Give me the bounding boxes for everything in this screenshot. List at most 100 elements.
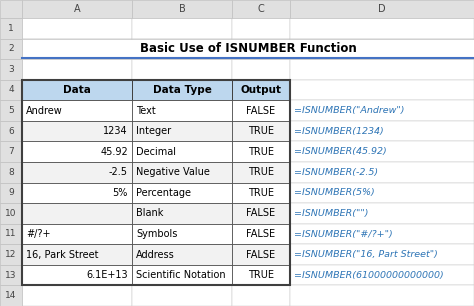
Bar [232,224,290,244]
Text: Negative Value: Negative Value [136,167,210,177]
Bar [290,183,474,203]
Text: Output: Output [240,85,282,95]
Bar [22,121,132,141]
Bar [232,285,290,306]
Text: Basic Use of ISNUMBER Function: Basic Use of ISNUMBER Function [140,42,356,55]
Text: Address: Address [136,250,175,259]
Text: 45.92: 45.92 [100,147,128,157]
Bar [22,141,132,162]
Text: Scientific Notation: Scientific Notation [136,270,226,280]
Bar [290,224,474,244]
Bar [0,18,22,39]
Bar [290,141,474,162]
Text: D: D [378,4,386,14]
Bar [22,39,132,59]
Bar [232,162,290,183]
Bar [0,162,22,183]
Bar [22,80,132,100]
Text: Data: Data [63,85,91,95]
Bar [0,183,22,203]
Bar [290,203,474,224]
Bar [232,265,290,285]
Text: #/?+: #/?+ [26,229,51,239]
Text: 4: 4 [8,85,14,95]
Bar [232,265,290,285]
Bar [232,100,290,121]
Text: 1234: 1234 [103,126,128,136]
Text: 11: 11 [5,230,17,238]
Bar [132,0,232,18]
Bar [0,224,22,244]
Bar [0,0,22,18]
Bar [22,183,132,203]
Bar [22,80,290,285]
Bar [22,183,132,203]
Text: =ISNUMBER("Andrew"): =ISNUMBER("Andrew") [294,106,404,115]
Text: 2: 2 [8,44,14,53]
Text: Text: Text [136,106,156,116]
Bar [22,224,132,244]
Bar [22,80,132,100]
Text: =ISNUMBER(45.92): =ISNUMBER(45.92) [294,147,387,156]
Text: 12: 12 [5,250,17,259]
Bar [132,39,232,59]
Bar [22,59,132,80]
Bar [132,244,232,265]
Bar [232,121,290,141]
Bar [22,265,132,285]
Text: Blank: Blank [136,208,164,218]
Bar [232,203,290,224]
Bar [290,121,474,141]
Bar [132,285,232,306]
Bar [232,203,290,224]
Text: 8: 8 [8,168,14,177]
Bar [232,183,290,203]
Bar [232,141,290,162]
Bar [22,203,132,224]
Text: Andrew: Andrew [26,106,63,116]
Bar [132,224,232,244]
Text: 14: 14 [5,291,17,300]
Bar [132,224,232,244]
Bar [0,285,22,306]
Text: =ISNUMBER(-2.5): =ISNUMBER(-2.5) [294,168,378,177]
Bar [290,80,474,100]
Bar [22,244,132,265]
Bar [232,244,290,265]
Bar [132,80,232,100]
Bar [132,18,232,39]
Text: =ISNUMBER("16, Part Street"): =ISNUMBER("16, Part Street") [294,250,438,259]
Bar [132,121,232,141]
Bar [290,162,474,183]
Bar [232,121,290,141]
Bar [232,224,290,244]
Bar [290,39,474,59]
Bar [290,0,474,18]
Text: Decimal: Decimal [136,147,176,157]
Text: =ISNUMBER("#/?+"): =ISNUMBER("#/?+") [294,230,393,238]
Text: Percentage: Percentage [136,188,191,198]
Bar [132,100,232,121]
Bar [232,39,290,59]
Bar [22,203,132,224]
Bar [232,141,290,162]
Bar [132,203,232,224]
Text: =ISNUMBER(5%): =ISNUMBER(5%) [294,188,375,197]
Bar [132,203,232,224]
Text: TRUE: TRUE [248,270,274,280]
Text: FALSE: FALSE [246,208,275,218]
Bar [0,265,22,285]
Text: A: A [73,4,80,14]
Bar [0,244,22,265]
Bar [22,141,132,162]
Bar [22,100,132,121]
Bar [290,18,474,39]
Bar [232,80,290,100]
Text: 10: 10 [5,209,17,218]
Text: 16, Park Street: 16, Park Street [26,250,99,259]
Bar [132,141,232,162]
Bar [22,285,132,306]
Text: TRUE: TRUE [248,188,274,198]
Text: 5: 5 [8,106,14,115]
Text: =ISNUMBER(61000000000000): =ISNUMBER(61000000000000) [294,271,444,280]
